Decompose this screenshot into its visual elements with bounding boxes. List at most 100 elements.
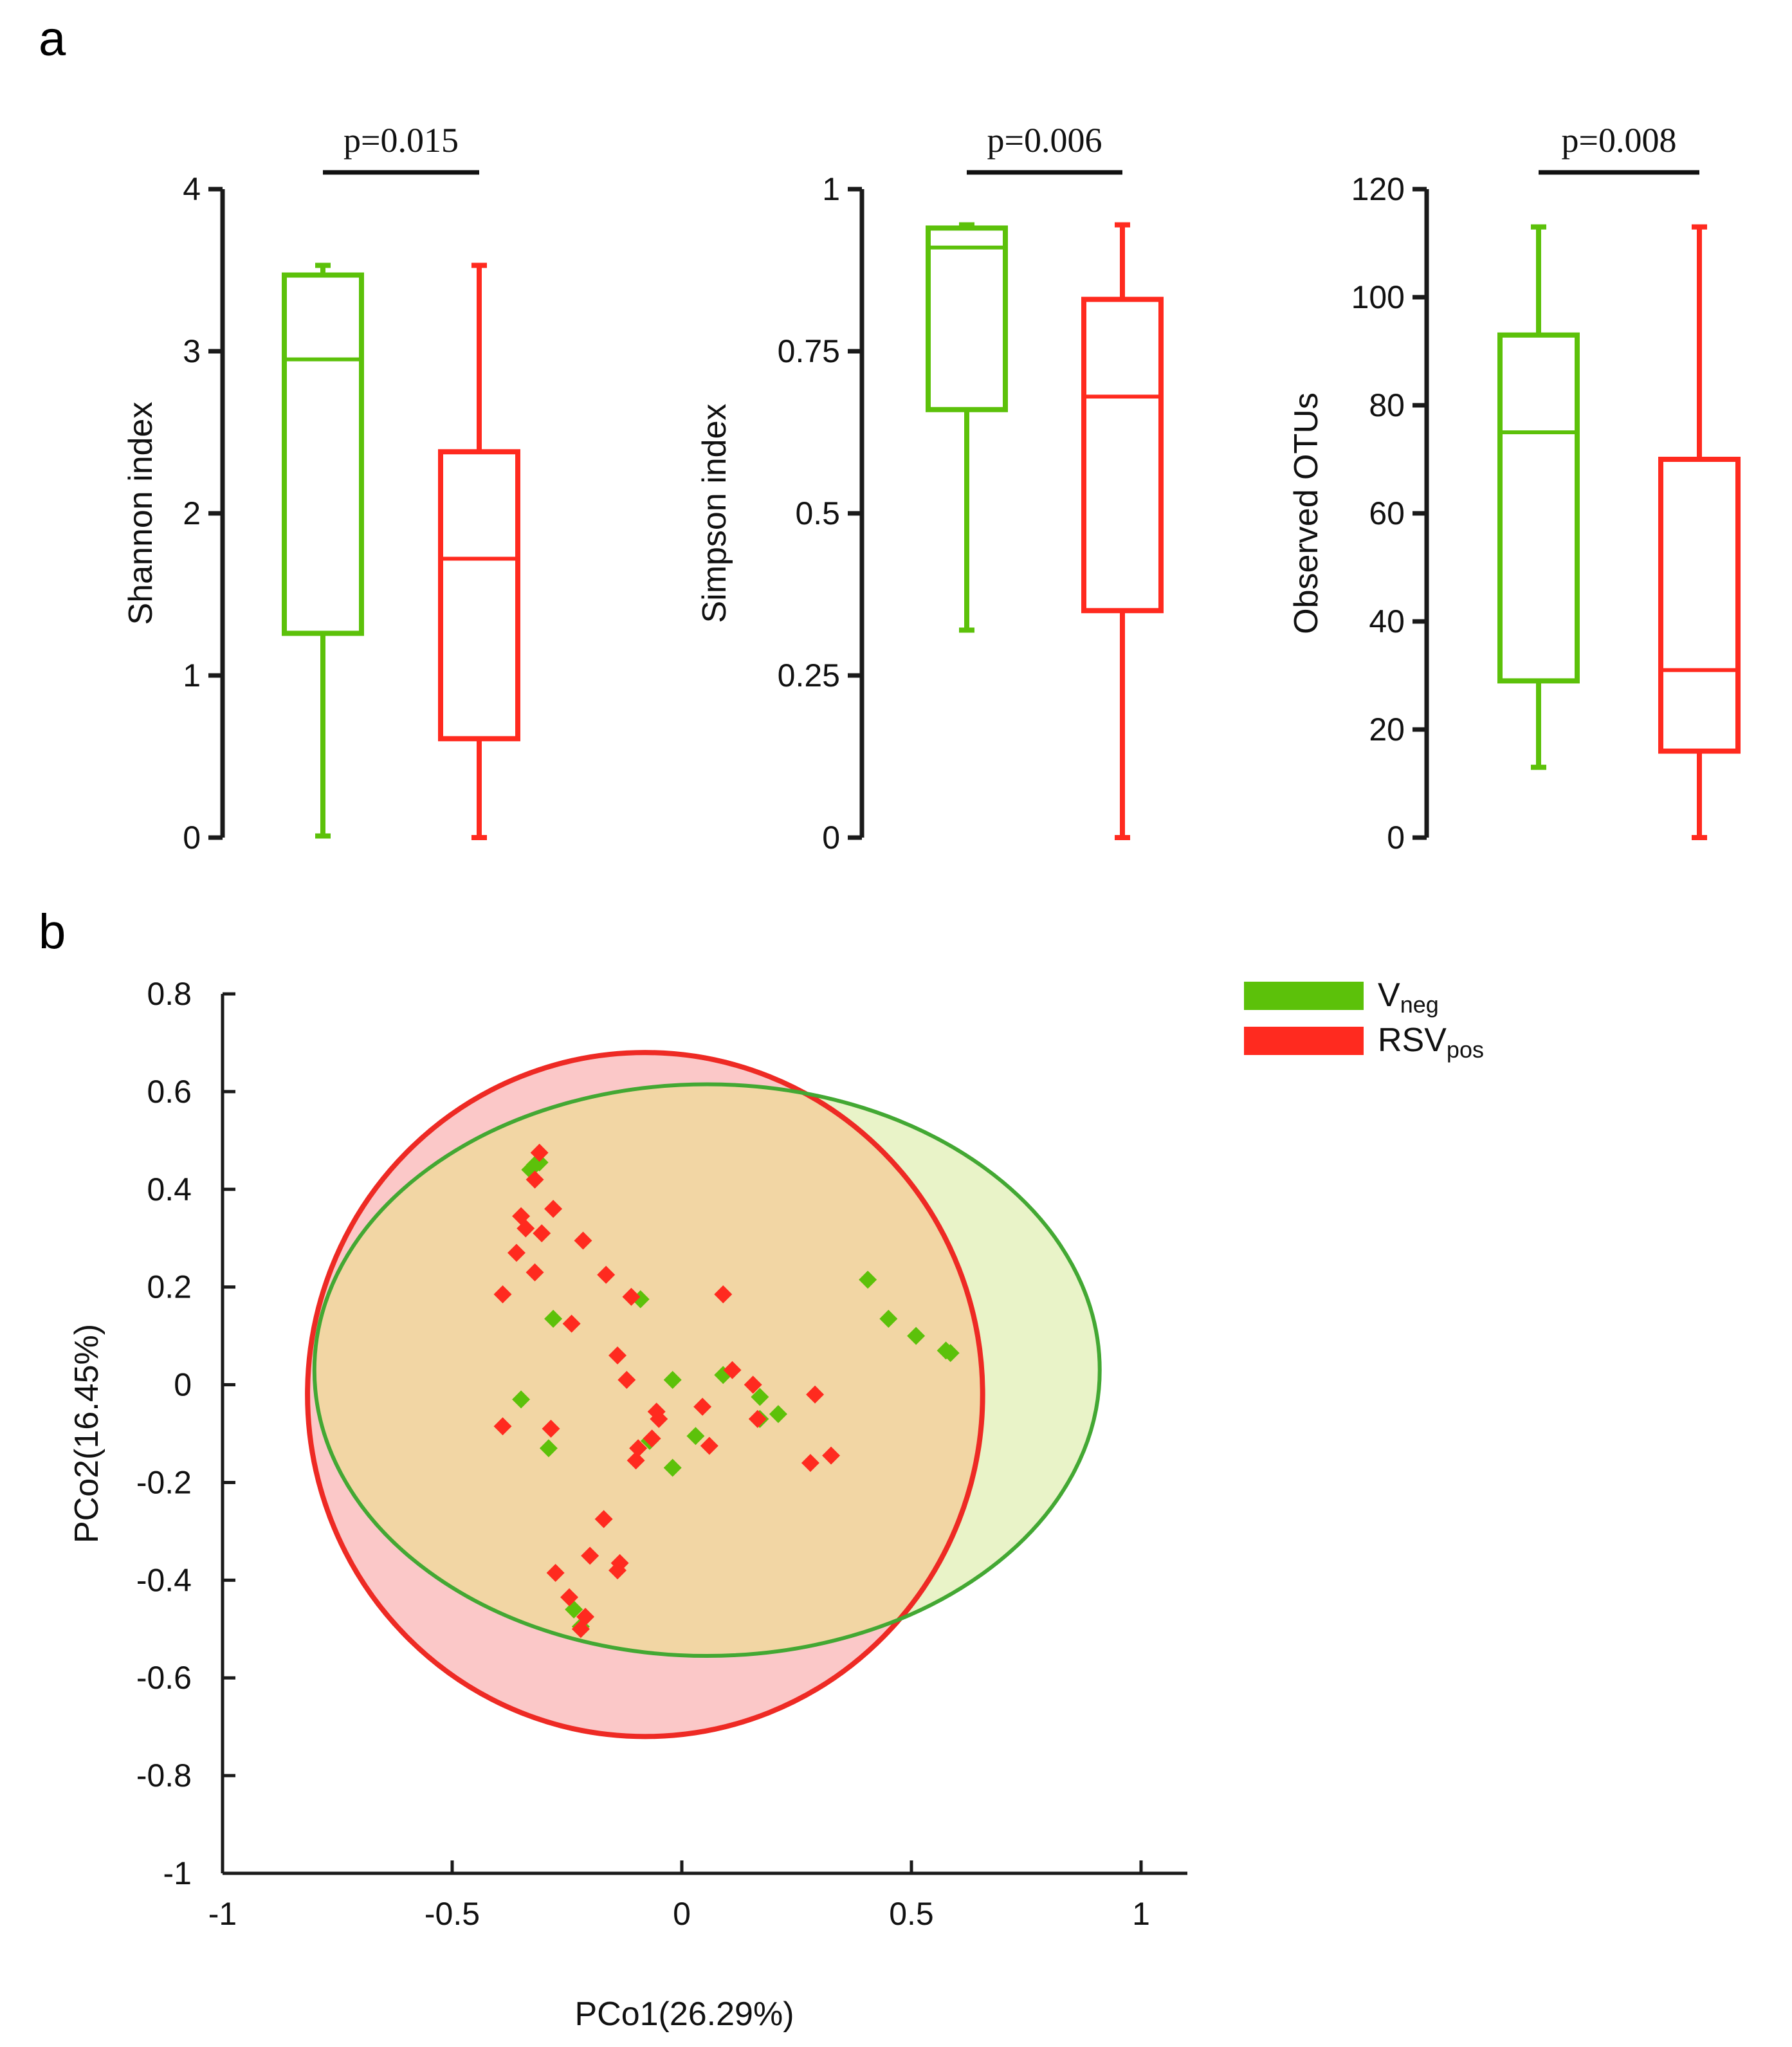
data-point [546, 1563, 565, 1582]
iqr-box [1497, 332, 1580, 684]
data-point [941, 1344, 960, 1363]
y-tick-label: 0 [822, 820, 840, 856]
data-point [530, 1143, 549, 1162]
data-point [806, 1385, 825, 1404]
data-point [597, 1265, 616, 1284]
y-tick-label: -0.4 [136, 1562, 192, 1598]
data-point [907, 1326, 926, 1345]
legend-name: V [1378, 977, 1400, 1014]
legend-swatch-rsv [1244, 1027, 1364, 1055]
data-point [542, 1419, 560, 1438]
y-axis-label: Observed OTUs [1288, 392, 1325, 634]
data-point [571, 1620, 590, 1639]
x-tick-label: 1 [1132, 1896, 1150, 1932]
data-point [544, 1310, 563, 1328]
data-point [822, 1446, 841, 1465]
data-point [493, 1285, 512, 1304]
y-tick-label: 120 [1351, 171, 1405, 207]
x-tick-label: 0.5 [889, 1896, 934, 1932]
data-point [526, 1170, 544, 1189]
y-tick-label: 1 [183, 657, 201, 693]
box-plots: 0 1 2 3 4 Shannon index p=0.015 0 0.25 0.5 0.75 1 Si… [122, 121, 1741, 856]
box-vneg [1497, 224, 1580, 770]
x-tick-label: -1 [208, 1896, 237, 1932]
box-rsvpos [438, 262, 520, 840]
y-tick-label: 80 [1369, 387, 1405, 423]
box-vneg [282, 262, 364, 839]
data-point [879, 1310, 898, 1328]
iqr-box [926, 225, 1008, 412]
iqr-box [1658, 457, 1741, 754]
data-point [626, 1451, 645, 1470]
rsv-ellipse-outline [305, 1050, 985, 1739]
y-tick-label: 0 [174, 1367, 192, 1403]
p-value: p=0.006 [987, 121, 1102, 160]
data-point [801, 1454, 819, 1473]
data-point [560, 1588, 579, 1606]
data-point [686, 1427, 705, 1446]
y-tick-label: 0 [183, 820, 201, 856]
y-tick-label: 0.8 [147, 976, 192, 1012]
data-point [526, 1263, 544, 1281]
panel-label-b: b [39, 904, 66, 959]
data-point [663, 1370, 682, 1389]
p-value: p=0.008 [1562, 121, 1677, 160]
iqr-box [1081, 297, 1164, 614]
data-point [562, 1314, 581, 1333]
data-point [714, 1285, 733, 1304]
data-point [574, 1231, 592, 1250]
x-axis-label: PCo1(26.29%) [574, 1996, 794, 2033]
data-point [700, 1437, 718, 1455]
x-tick-label: 0 [673, 1896, 691, 1932]
y-axis-label: Shannon index [122, 402, 160, 625]
data-point [608, 1561, 627, 1580]
legend-label-rsv: RSVpos [1378, 1022, 1484, 1063]
data-point [650, 1409, 668, 1428]
legend-subscript: pos [1447, 1036, 1484, 1063]
data-point [769, 1405, 787, 1424]
data-point [539, 1439, 558, 1458]
y-axis-label: PCo2(16.45%) [68, 1324, 105, 1543]
data-point [512, 1390, 531, 1409]
iqr-box [438, 449, 520, 742]
iqr-box [282, 272, 364, 636]
data-point [748, 1409, 767, 1428]
y-tick-label: 40 [1369, 603, 1405, 639]
legend-swatch-vneg [1244, 982, 1364, 1010]
y-tick-label: 0.5 [795, 495, 840, 531]
data-point [594, 1510, 613, 1528]
data-point [617, 1370, 636, 1389]
y-tick-label: -0.2 [136, 1464, 192, 1500]
series-rsvpos [493, 1143, 841, 1639]
y-tick-label: 100 [1351, 279, 1405, 315]
data-point [533, 1224, 551, 1243]
box-rsvpos [1081, 222, 1164, 840]
y-tick-label: 20 [1369, 711, 1405, 748]
data-point [663, 1458, 682, 1477]
y-tick-label: 0 [1387, 820, 1405, 856]
p-value: p=0.015 [343, 121, 459, 160]
vneg-ellipse-outline [312, 1082, 1102, 1658]
box-rsvpos [1658, 224, 1741, 840]
data-point [751, 1388, 769, 1406]
y-tick-label: 0.25 [778, 657, 840, 693]
box-plot-2: 0 0.25 0.5 0.75 1 Simpson index p=0.006 [696, 121, 1164, 856]
data-point [859, 1271, 877, 1289]
box-plot-1: 0 1 2 3 4 Shannon index p=0.015 [122, 121, 520, 856]
data-point [493, 1417, 512, 1436]
data-point [544, 1200, 563, 1218]
y-tick-label: -1 [163, 1855, 192, 1891]
y-tick-label: 4 [183, 171, 201, 207]
data-point [693, 1397, 712, 1416]
y-axis-label: Simpson index [696, 403, 733, 623]
y-tick-label: 0.6 [147, 1074, 192, 1110]
box-plot-3: 0 20 40 60 80 100 120 Observed OTUs p=0.008 [1288, 121, 1741, 856]
data-point [622, 1287, 641, 1306]
y-tick-label: -0.6 [136, 1660, 192, 1696]
box-vneg [926, 222, 1008, 633]
x-tick-label: -0.5 [425, 1896, 480, 1932]
panel-label-a: a [39, 12, 66, 66]
legend-name: RSV [1378, 1022, 1447, 1059]
data-point [608, 1346, 627, 1364]
